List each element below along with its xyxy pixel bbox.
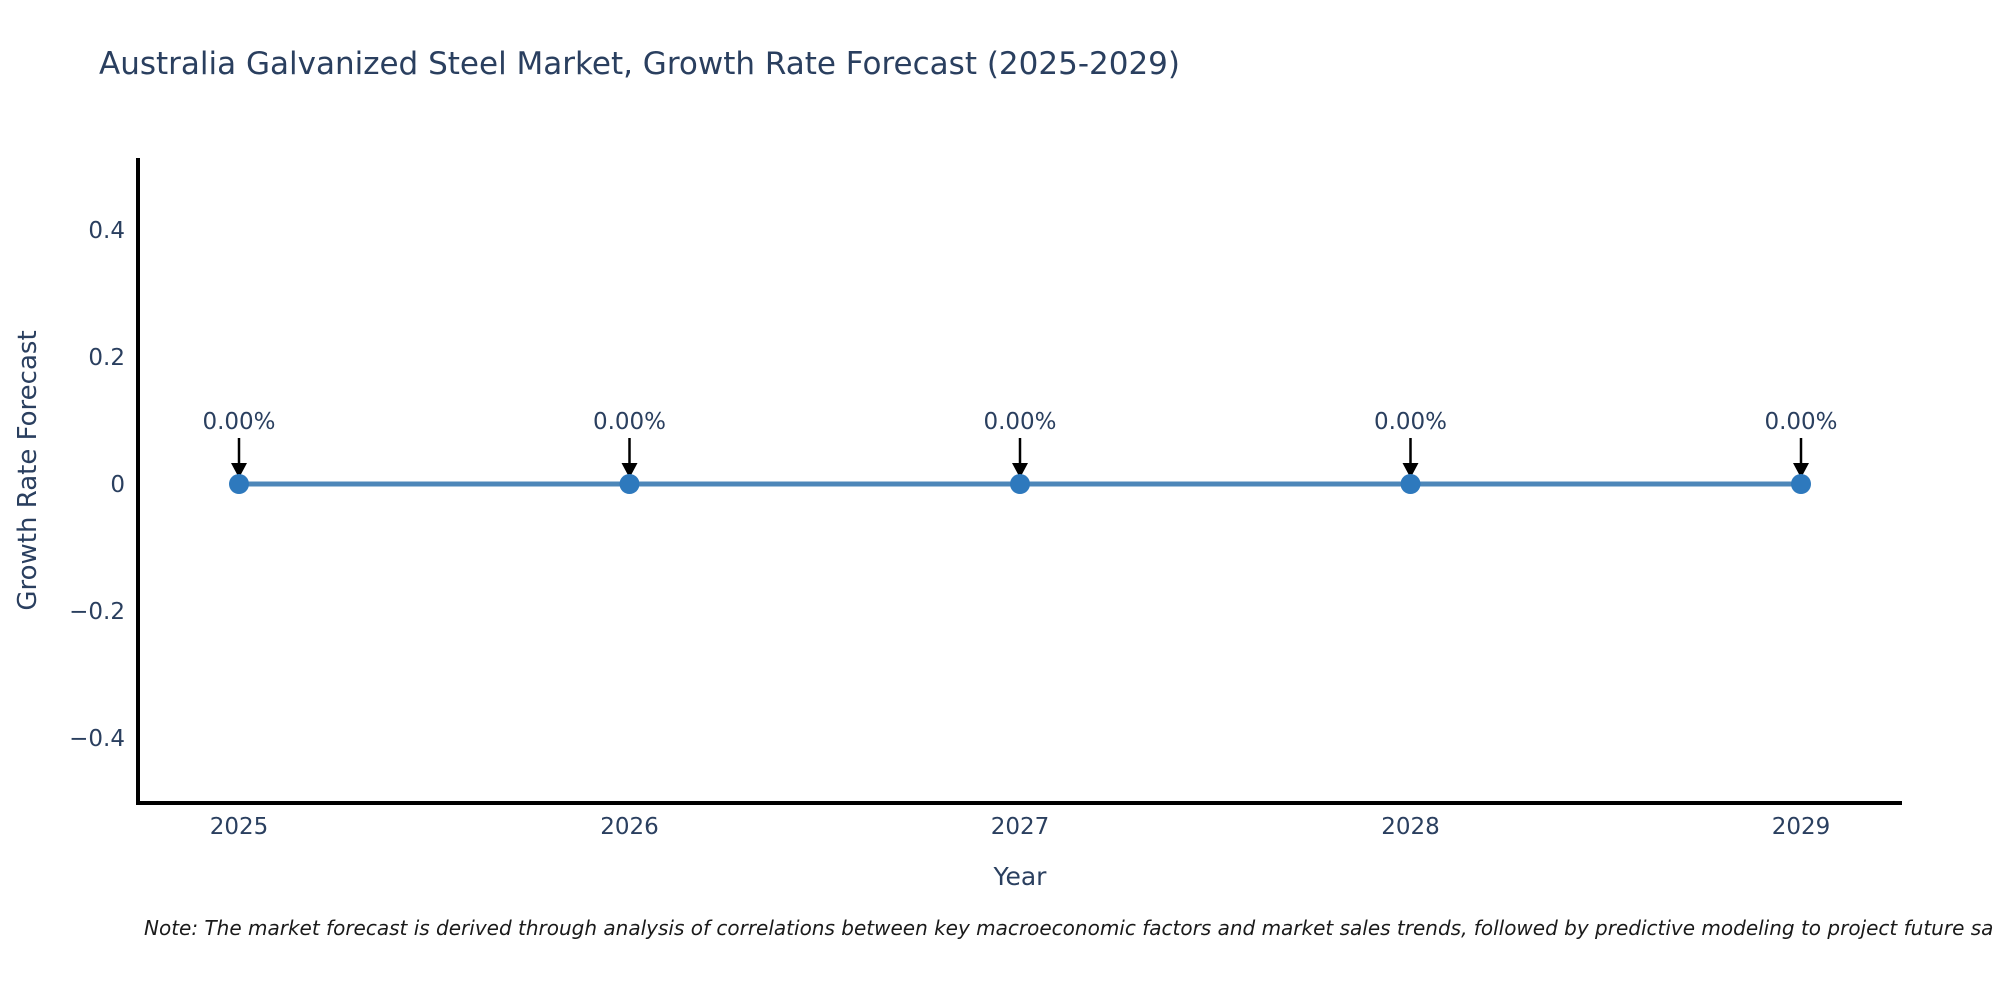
y-tick-label: 0 xyxy=(110,472,125,498)
annotation-label: 0.00% xyxy=(1764,409,1837,435)
y-tick-label: −0.2 xyxy=(69,599,125,625)
data-point[interactable] xyxy=(229,474,249,494)
x-tick-label: 2027 xyxy=(991,814,1050,840)
x-tick-label: 2025 xyxy=(210,814,269,840)
annotation-arrowhead xyxy=(621,463,638,478)
data-point[interactable] xyxy=(1400,474,1421,494)
data-point[interactable] xyxy=(619,474,640,494)
data-point[interactable] xyxy=(1791,474,1811,494)
x-tick-label: 2029 xyxy=(1772,814,1831,840)
y-tick-label: 0.4 xyxy=(88,218,125,244)
annotation-label: 0.00% xyxy=(1374,409,1447,435)
x-axis-title: Year xyxy=(993,862,1048,891)
annotation-arrowhead xyxy=(231,463,247,478)
annotation-label: 0.00% xyxy=(983,409,1056,435)
chart-title: Australia Galvanized Steel Market, Growt… xyxy=(99,46,1180,82)
x-tick-label: 2028 xyxy=(1381,814,1440,840)
annotation-arrowhead xyxy=(1012,463,1028,478)
footnote: Note: The market forecast is derived thr… xyxy=(144,916,1994,940)
annotation-arrowhead xyxy=(1402,463,1419,478)
y-tick-label: −0.4 xyxy=(69,726,125,752)
annotation-label: 0.00% xyxy=(202,409,275,435)
x-tick-label: 2026 xyxy=(600,814,659,840)
y-tick-label: 0.2 xyxy=(88,345,125,371)
data-point[interactable] xyxy=(1010,474,1030,494)
annotation-label: 0.00% xyxy=(593,409,666,435)
annotation-arrowhead xyxy=(1793,463,1809,478)
y-axis-title: Growth Rate Forecast xyxy=(13,330,43,610)
